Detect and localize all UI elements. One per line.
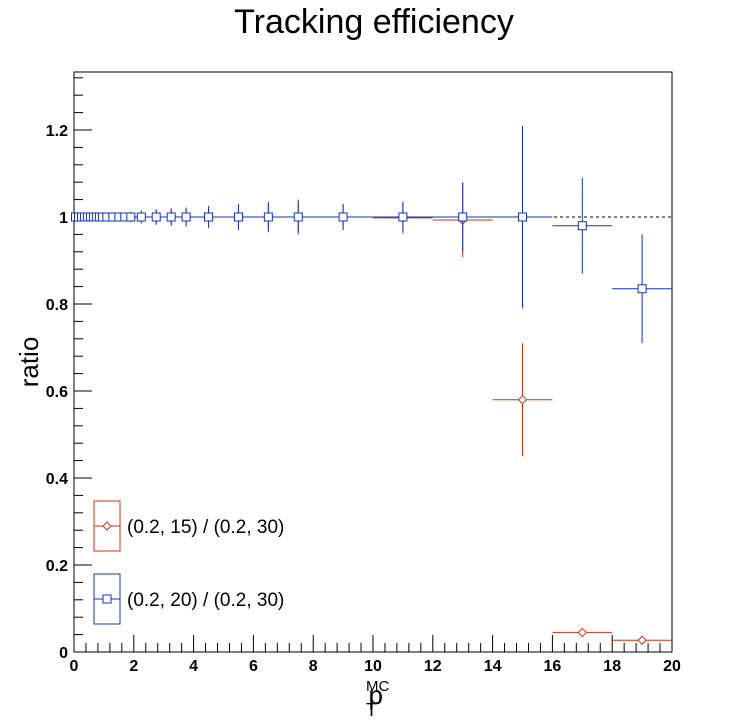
x-tick-label: 10: [364, 658, 382, 675]
diamond-marker: [577, 627, 588, 638]
diamond-marker: [637, 635, 647, 645]
data-point: [612, 635, 672, 645]
y-tick-label: 0.4: [46, 471, 68, 488]
data-point: [552, 177, 613, 274]
x-tick-label: 2: [129, 658, 138, 675]
data-point: [313, 203, 373, 231]
square-marker: [204, 212, 214, 222]
square-marker: [338, 212, 348, 222]
legend-marker-diamond: [102, 521, 112, 531]
data-point: [126, 211, 136, 223]
square-marker: [181, 212, 191, 222]
x-axis-title-sub: T: [366, 700, 377, 720]
square-marker: [166, 212, 176, 222]
y-tick-label: 0.2: [46, 558, 68, 575]
x-tick-label: 14: [484, 658, 502, 675]
series-layer: [70, 125, 672, 645]
square-marker: [398, 212, 408, 222]
x-axis: 0 2 4 6 8 10 12 14 16 18 20: [70, 635, 681, 675]
legend-entry-2: (0.2, 20) / (0.2, 30): [93, 573, 284, 625]
data-point: [432, 182, 493, 252]
square-marker: [518, 212, 527, 222]
chart-title: Tracking efficiency: [234, 3, 514, 41]
data-point: [253, 201, 284, 233]
legend-label-1: (0.2, 15) / (0.2, 30): [127, 517, 284, 538]
y-tick-label: 0: [59, 645, 68, 662]
square-marker: [126, 212, 136, 222]
square-marker: [151, 212, 161, 222]
data-point: [163, 208, 179, 226]
square-marker: [637, 284, 647, 294]
square-marker: [577, 221, 587, 231]
diamond-marker: [517, 394, 528, 405]
y-tick-label: 1.2: [46, 123, 68, 140]
x-tick-label: 16: [544, 658, 562, 675]
x-tick-label: 4: [189, 658, 198, 675]
data-point: [223, 203, 254, 231]
data-point: [373, 201, 433, 233]
legend-label-2: (0.2, 20) / (0.2, 30): [127, 590, 284, 611]
x-tick-label: 20: [663, 658, 681, 675]
square-marker: [233, 212, 243, 222]
x-tick-label: 6: [249, 658, 258, 675]
data-point: [492, 125, 553, 309]
data-point: [612, 234, 672, 344]
x-tick-label: 8: [309, 658, 318, 675]
y-tick-label: 0.8: [46, 297, 68, 314]
data-point: [133, 210, 149, 224]
data-point: [148, 209, 164, 225]
square-marker: [293, 212, 303, 222]
square-marker: [263, 212, 273, 222]
legend-marker-square: [102, 594, 112, 604]
legend: (0.2, 15) / (0.2, 30) (0.2, 20) / (0.2, …: [93, 500, 284, 625]
data-point: [178, 207, 194, 227]
data-point: [283, 199, 314, 235]
x-tick-label: 12: [424, 658, 442, 675]
y-axis: 0 0.2 0.4 0.6 0.8 1 1.2: [46, 77, 92, 662]
x-axis-title-main: p: [369, 680, 383, 710]
series-2: [70, 125, 672, 344]
y-axis-title: ratio: [14, 337, 44, 388]
y-tick-label: 1: [59, 210, 68, 227]
x-tick-label: 18: [603, 658, 621, 675]
data-point: [552, 627, 613, 638]
square-marker: [458, 212, 468, 222]
x-tick-label: 0: [70, 658, 79, 675]
x-axis-title-sup: MC: [366, 678, 389, 695]
data-point: [193, 206, 224, 228]
legend-entry-1: (0.2, 15) / (0.2, 30): [93, 500, 284, 552]
data-point: [492, 343, 553, 457]
y-tick-label: 0.6: [46, 384, 68, 401]
square-marker: [136, 212, 146, 222]
